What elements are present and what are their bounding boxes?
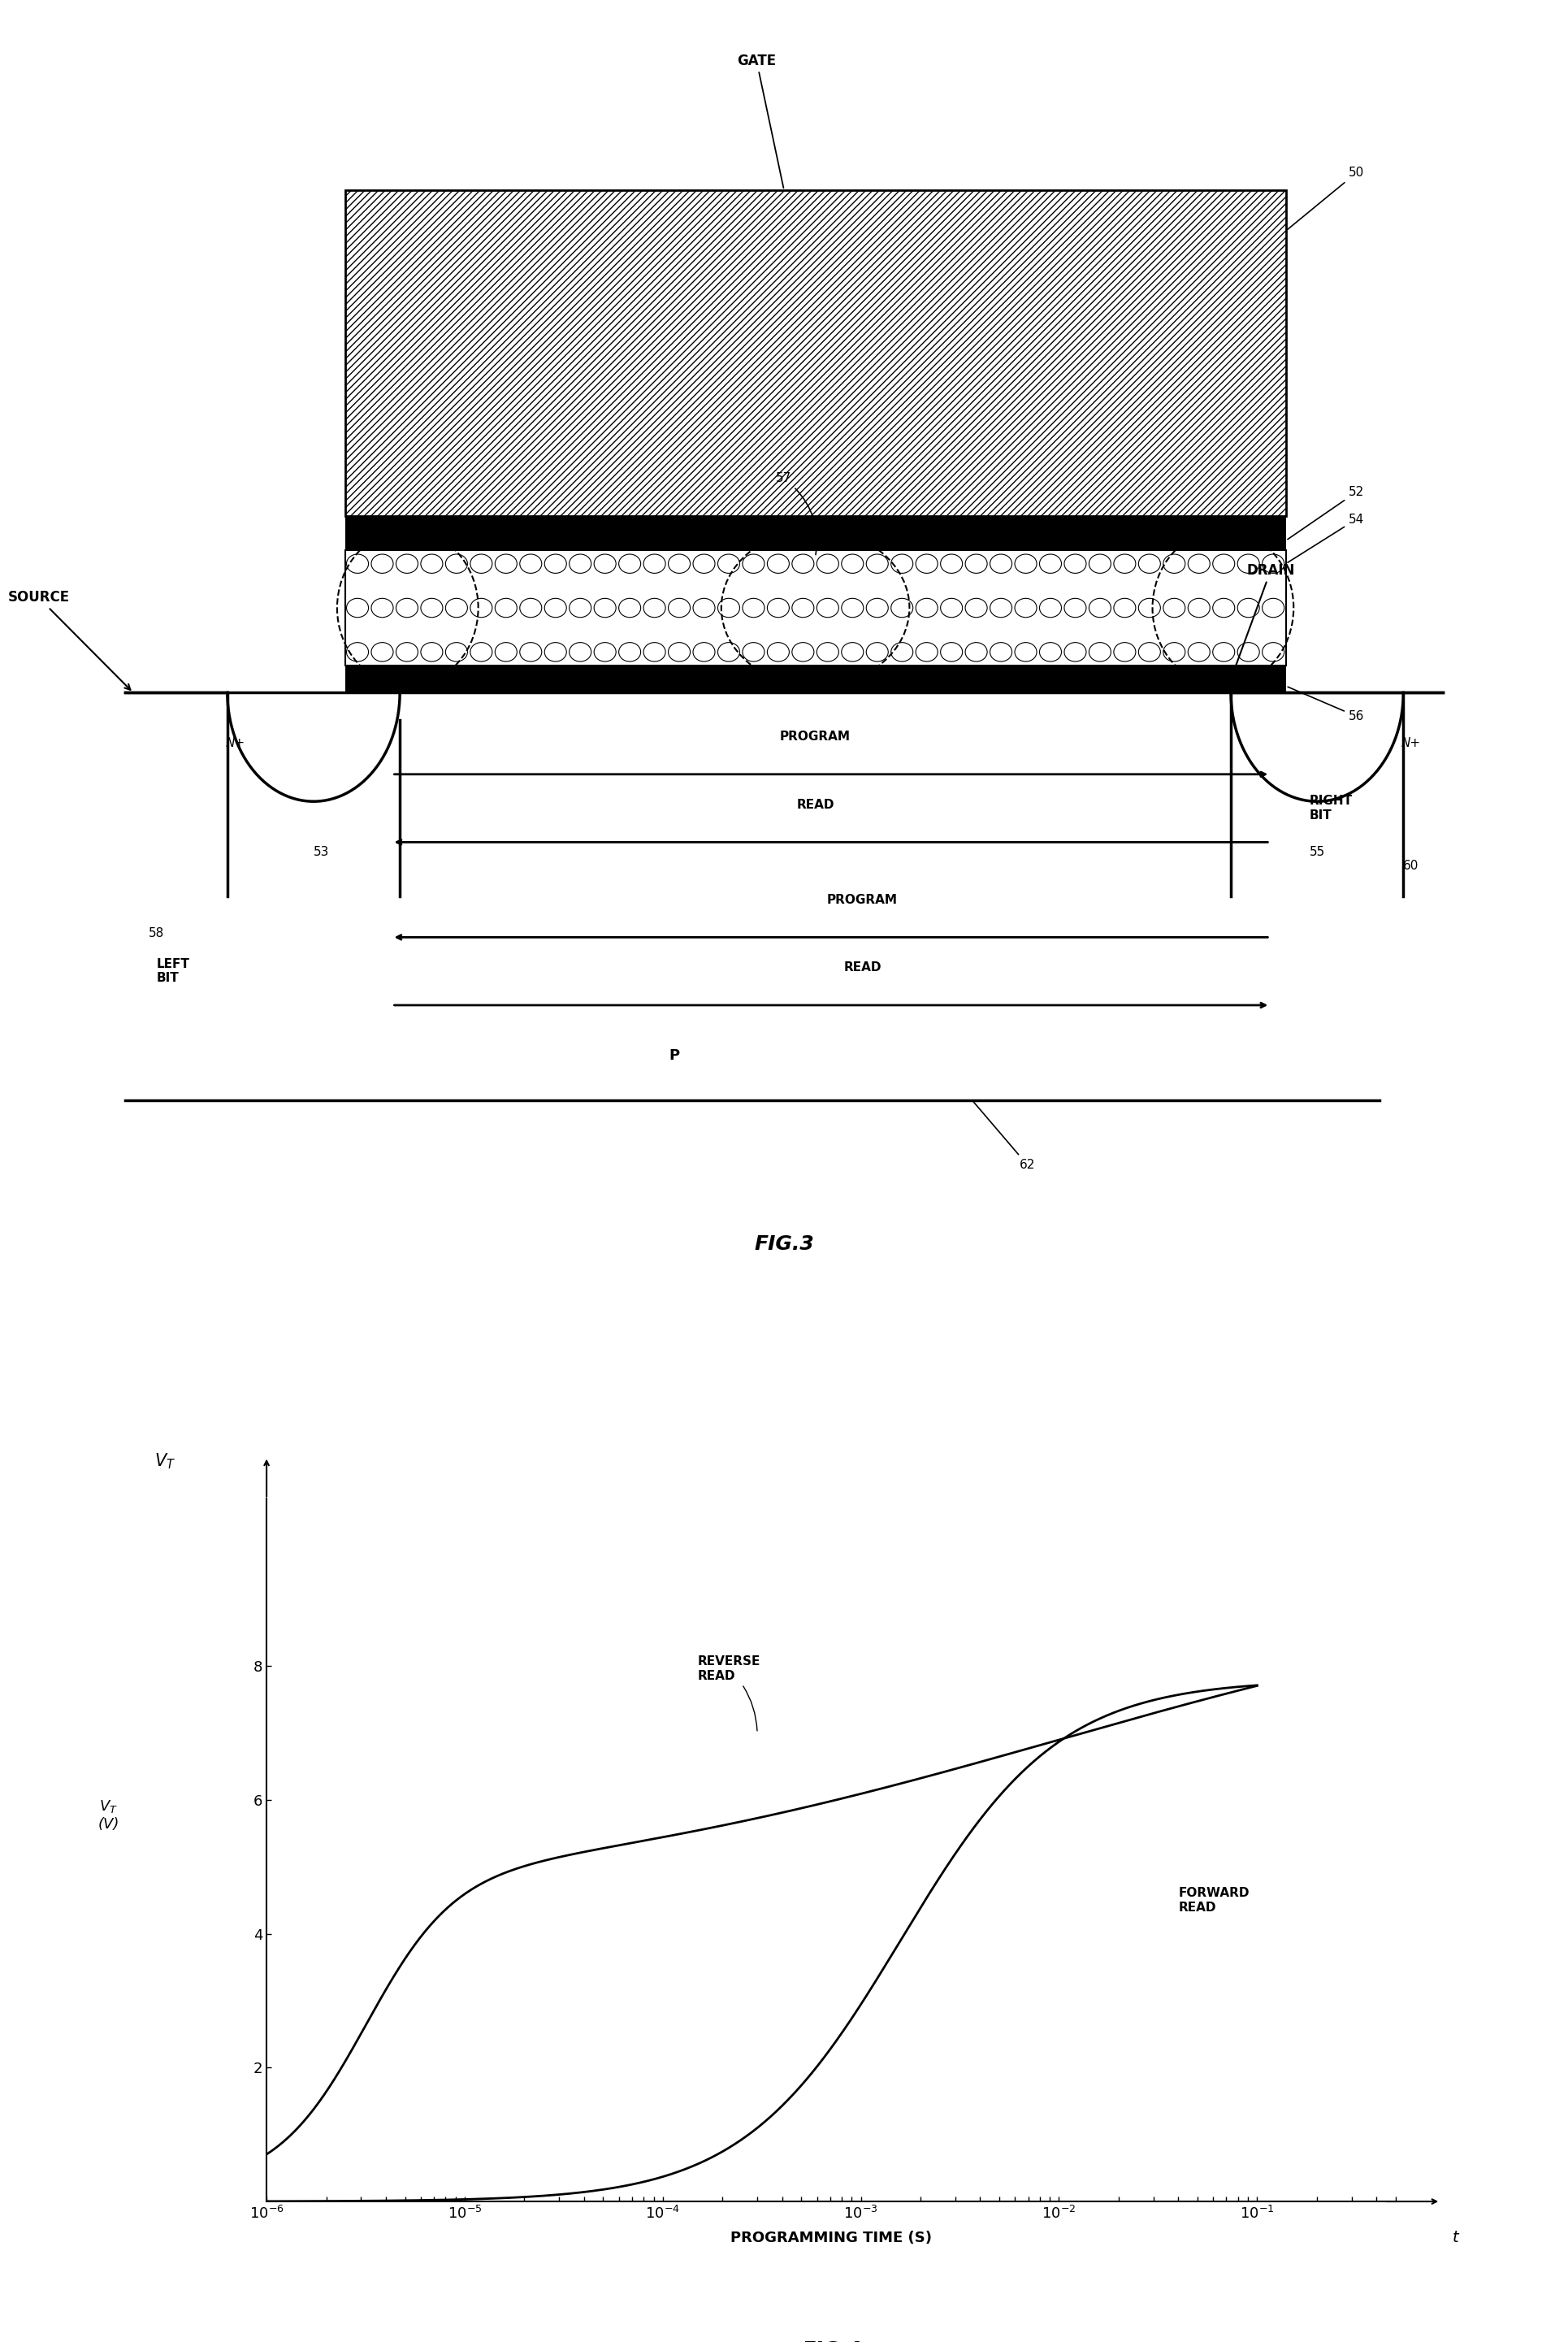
Bar (345, 665, 1286, 693)
Text: FORWARD
READ: FORWARD READ (1178, 1888, 1250, 1913)
Text: REVERSE
READ: REVERSE READ (698, 1656, 760, 1731)
Text: DRAIN: DRAIN (1231, 562, 1295, 674)
Text: P: P (670, 1049, 679, 1063)
X-axis label: PROGRAMMING TIME (S): PROGRAMMING TIME (S) (731, 2232, 931, 2246)
Text: 52: 52 (1287, 487, 1364, 539)
Text: 60: 60 (1403, 860, 1419, 871)
Text: RIGHT
BIT: RIGHT BIT (1309, 794, 1353, 822)
Bar (345, 190, 1286, 515)
Text: $V_T$: $V_T$ (154, 1452, 176, 1471)
Text: 55: 55 (1309, 845, 1325, 857)
Bar (345, 515, 1286, 550)
Text: N+: N+ (226, 738, 245, 749)
Text: PROGRAM: PROGRAM (826, 895, 898, 906)
Text: $t$: $t$ (1452, 2230, 1460, 2246)
Text: $V_T$
(V): $V_T$ (V) (97, 1799, 119, 1831)
Text: N+: N+ (1402, 738, 1421, 749)
Text: READ: READ (797, 799, 834, 810)
Text: 56: 56 (1287, 686, 1364, 721)
Text: 58: 58 (149, 927, 165, 939)
Text: PROGRAM: PROGRAM (779, 731, 851, 742)
Text: 54: 54 (1287, 513, 1364, 562)
Text: READ: READ (844, 963, 881, 974)
Text: LEFT
BIT: LEFT BIT (157, 958, 190, 984)
Text: SOURCE: SOURCE (8, 590, 130, 691)
Text: FIG.3: FIG.3 (754, 1234, 814, 1253)
Text: 53: 53 (314, 845, 329, 857)
Text: 50: 50 (1287, 166, 1364, 230)
Text: GATE: GATE (737, 54, 784, 187)
Text: 62: 62 (974, 1103, 1035, 1171)
Bar (345, 550, 1286, 665)
Text: 57: 57 (776, 473, 817, 555)
